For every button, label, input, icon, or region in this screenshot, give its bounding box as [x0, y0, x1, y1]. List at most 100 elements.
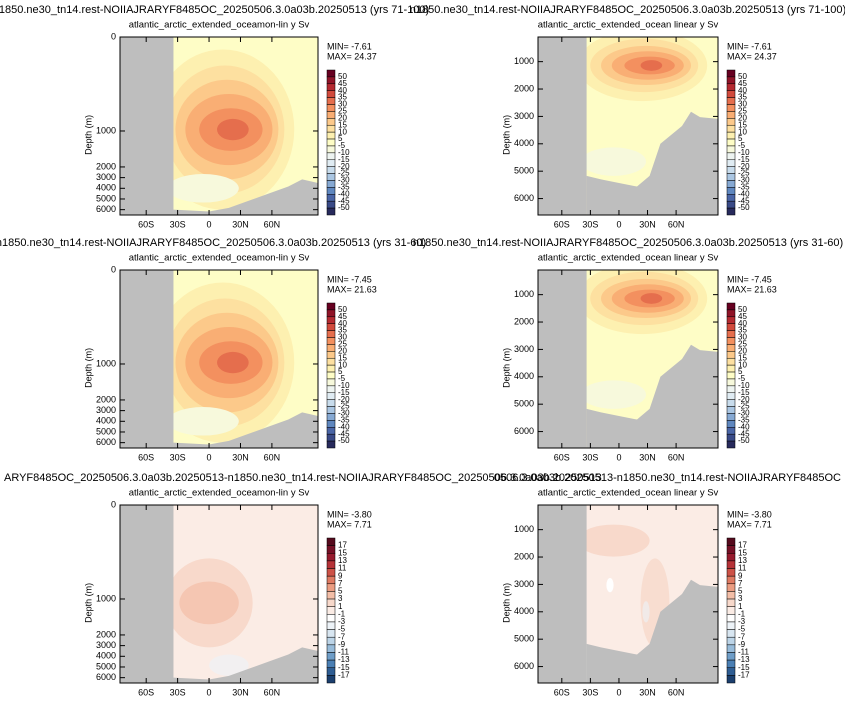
colorbar-box — [326, 83, 336, 91]
colorbar-box — [726, 644, 736, 653]
colorbar-box — [726, 357, 736, 366]
panel-title: n1850.ne30_tn14.rest-NOIIAJRARYF8485OC_2… — [0, 4, 429, 16]
colorbar-label: 35 — [738, 93, 747, 102]
land — [120, 505, 174, 683]
colorbar-label: -5 — [738, 141, 746, 150]
x-tick-label: 60N — [264, 452, 281, 462]
colorbar-label: -15 — [738, 388, 750, 397]
colorbar-label: -20 — [738, 395, 750, 404]
colorbar-box — [326, 337, 336, 345]
colorbar-label: -25 — [738, 402, 750, 411]
colorbar-label: 25 — [338, 340, 347, 349]
colorbar-label: -50 — [738, 203, 750, 212]
colorbar-box — [326, 537, 336, 546]
colorbar-label: 30 — [338, 333, 347, 342]
panel-title: n1850.ne30_tn14.rest-NOIIAJRARYF8485OC_2… — [410, 4, 845, 16]
colorbar-label: -20 — [338, 162, 350, 171]
y-tick-label: 1000 — [96, 593, 116, 603]
colorbar-box — [326, 200, 336, 209]
colorbar-label: -50 — [738, 436, 750, 445]
colorbar-label: 7 — [738, 579, 743, 588]
colorbar-label: -15 — [338, 155, 350, 164]
colorbar-label: 25 — [338, 107, 347, 116]
colorbar-label: 20 — [338, 346, 347, 355]
plot-frame — [537, 36, 719, 216]
x-tick-label: 30S — [582, 219, 598, 229]
colorbar-label: 15 — [738, 353, 747, 362]
y-tick-label: 2000 — [96, 161, 116, 171]
panel-title: ARYF8485OC_20250506.3.0a03b.20250513-n18… — [4, 472, 602, 484]
colorbar-box — [726, 111, 736, 119]
colorbar-label: -13 — [738, 655, 750, 664]
y-tick-label: 2000 — [514, 316, 534, 326]
contour-region — [179, 581, 239, 625]
colorbar-label: 10 — [338, 360, 347, 369]
colorbar-box — [726, 420, 736, 428]
min-label: MIN= -3.80 — [327, 509, 372, 519]
colorbar-box — [726, 364, 736, 373]
y-tick-label: 6000 — [96, 437, 116, 447]
plot-frame — [119, 269, 319, 449]
colorbar-box — [726, 621, 736, 630]
x-tick-label: 30S — [170, 452, 186, 462]
colorbar-box — [726, 591, 736, 600]
x-tick-label: 30N — [232, 687, 249, 697]
colorbar-label: 20 — [738, 346, 747, 355]
colorbar-label: 5 — [338, 367, 343, 376]
colorbar-label: -50 — [338, 203, 350, 212]
max-label: MAX= 21.63 — [727, 284, 777, 294]
colorbar-box — [726, 152, 736, 161]
colorbar-label: -45 — [738, 429, 750, 438]
colorbar-label: 13 — [338, 556, 347, 565]
colorbar-box — [726, 330, 736, 338]
land — [538, 270, 587, 448]
colorbar-label: 30 — [338, 100, 347, 109]
y-tick-label: 2000 — [96, 629, 116, 639]
colorbar-label: 5 — [338, 134, 343, 143]
topography — [586, 579, 718, 683]
plot-frame — [537, 504, 719, 684]
colorbar-label: 3 — [338, 594, 343, 603]
colorbar-label: 7 — [338, 579, 343, 588]
topography — [173, 647, 318, 683]
y-tick-label: 2000 — [514, 83, 534, 93]
colorbar-box — [726, 69, 736, 78]
y-tick-label: 5000 — [514, 166, 534, 176]
colorbar-box — [726, 606, 736, 615]
colorbar-box — [726, 76, 736, 85]
colorbar-box — [726, 568, 736, 577]
colorbar-box — [726, 636, 736, 646]
colorbar-box — [326, 560, 336, 569]
min-label: MIN= -7.61 — [727, 41, 772, 51]
colorbar-label: -25 — [338, 402, 350, 411]
contour-region — [217, 118, 249, 141]
colorbar-box — [326, 111, 336, 119]
colorbar-label: -7 — [738, 632, 746, 641]
y-tick-label: 5000 — [96, 193, 116, 203]
y-tick-label: 3000 — [514, 344, 534, 354]
colorbar-box — [726, 309, 736, 318]
y-tick-label: 3000 — [96, 172, 116, 182]
panel-title: n1850.ne30_tn14.rest-NOIIAJRARYF8485OC_2… — [0, 237, 426, 249]
field — [120, 505, 318, 683]
colorbar-box — [326, 644, 336, 653]
y-tick-label: 6000 — [514, 661, 534, 671]
colorbar-label: -5 — [338, 141, 346, 150]
colorbar-label: 9 — [738, 571, 743, 580]
colorbar-label: 45 — [738, 312, 747, 321]
y-tick-label: 6000 — [514, 426, 534, 436]
colorbar-label: 25 — [738, 107, 747, 116]
colorbar-label: 40 — [738, 86, 747, 95]
colorbar-label: -45 — [338, 196, 350, 205]
y-axis-label: Depth (m) — [83, 348, 93, 388]
colorbar-label: -30 — [338, 176, 350, 185]
colorbar-box — [726, 323, 736, 331]
colorbar-box — [726, 159, 736, 167]
colorbar-label: -1 — [738, 609, 746, 618]
y-tick-label: 2000 — [514, 551, 534, 561]
x-tick-label: 60S — [138, 452, 154, 462]
x-tick-label: 30S — [582, 687, 598, 697]
colorbar-label: 20 — [738, 113, 747, 122]
x-tick-label: 0 — [207, 452, 212, 462]
colorbar-box — [726, 440, 736, 449]
